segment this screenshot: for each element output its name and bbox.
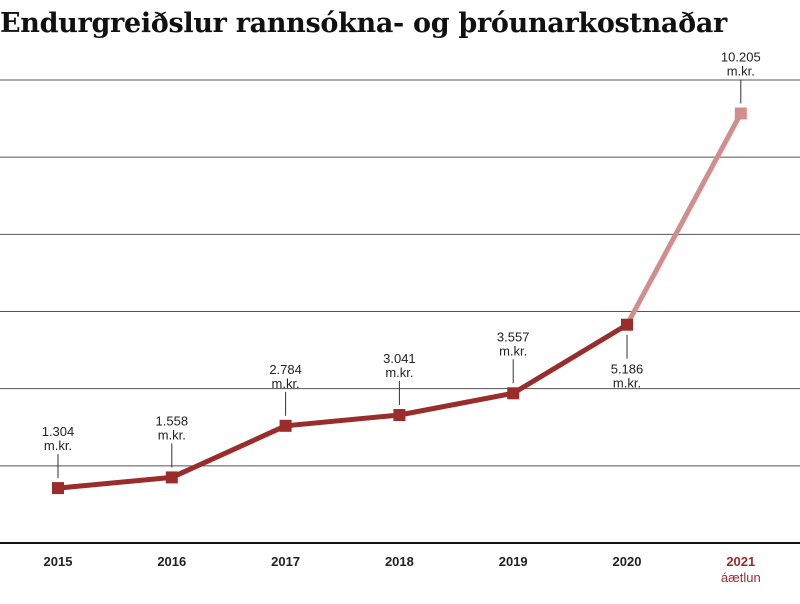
data-label: 1.304 m.kr. [42, 424, 75, 453]
data-label-value: 2.784 [269, 362, 302, 377]
data-label: 2.784 m.kr. [269, 362, 302, 391]
x-tick-note: áætlun [721, 570, 761, 585]
data-label-unit: m.kr. [158, 427, 186, 442]
chart-title: Endurgreiðslur rannsókna- og þróunarkost… [0, 8, 727, 39]
data-label: 3.041 m.kr. [383, 351, 416, 380]
data-point-marker [507, 387, 520, 400]
data-label: 10.205 m.kr. [721, 49, 761, 78]
data-label-unit: m.kr. [44, 438, 72, 453]
data-point-marker [165, 471, 178, 484]
x-tick-label: 2020 [613, 554, 642, 569]
data-label-unit: m.kr. [613, 376, 641, 391]
data-label-unit: m.kr. [499, 343, 527, 358]
series-line-projection [624, 112, 744, 326]
data-label-unit: m.kr. [385, 365, 413, 380]
data-label: 1.558 m.kr. [156, 413, 189, 442]
data-label-value: 1.304 [42, 424, 75, 439]
data-label-value: 3.557 [497, 329, 530, 344]
data-label-unit: m.kr. [727, 63, 755, 78]
data-point-marker [52, 482, 64, 495]
x-tick-label: 2018 [385, 554, 414, 569]
x-tick-label: 2016 [157, 554, 186, 569]
data-point-marker [279, 419, 292, 432]
data-point-marker [621, 318, 633, 331]
data-label-value: 3.041 [383, 351, 416, 366]
data-label-value: 10.205 [721, 49, 761, 64]
data-label-value: 5.186 [611, 362, 644, 377]
x-tick-label: 2021 [726, 554, 755, 569]
data-label: 5.186 m.kr. [611, 362, 644, 391]
x-tick-label: 2015 [44, 554, 73, 569]
data-point-marker [734, 107, 747, 120]
data-label-unit: m.kr. [272, 376, 300, 391]
series-line [57, 322, 629, 491]
data-point-marker [393, 409, 406, 422]
x-tick-label: 2019 [499, 554, 528, 569]
data-label: 3.557 m.kr. [497, 329, 530, 358]
data-label-value: 1.558 [156, 413, 189, 428]
x-tick-label: 2017 [271, 554, 300, 569]
